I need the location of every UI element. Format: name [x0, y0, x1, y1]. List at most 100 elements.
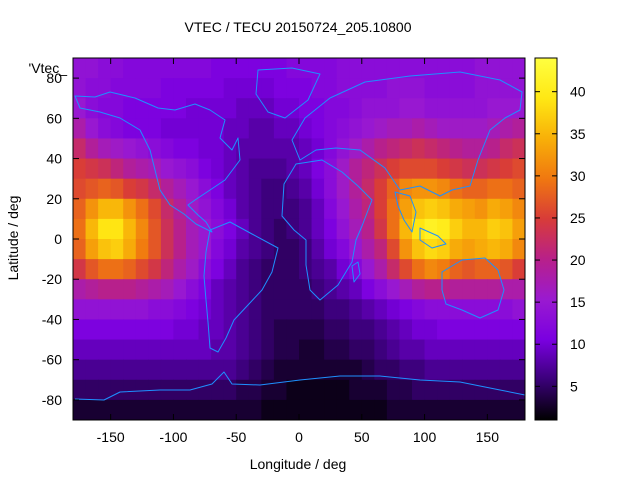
heatmap-cell	[223, 58, 237, 79]
heatmap-cell	[73, 399, 87, 420]
heatmap-cell	[223, 198, 237, 220]
heatmap-cell	[324, 319, 338, 341]
x-tick-label: 50	[354, 429, 370, 445]
heatmap-cell	[135, 138, 149, 160]
heatmap-cell	[299, 78, 313, 99]
heatmap-cell	[449, 158, 463, 180]
heatmap-cell	[386, 259, 401, 280]
colorbar-tick-label: 10	[570, 336, 586, 352]
heatmap-cell	[123, 259, 137, 280]
heatmap-cell	[424, 299, 438, 321]
heatmap-cell	[437, 239, 451, 260]
heatmap-cell	[462, 218, 476, 240]
heatmap-cell	[273, 239, 288, 260]
heatmap-cell	[349, 98, 363, 119]
heatmap-cell	[499, 239, 514, 260]
heatmap-cell	[98, 158, 112, 180]
heatmap-cell	[211, 239, 225, 260]
heatmap-cell	[412, 138, 426, 160]
heatmap-cell	[148, 359, 162, 381]
heatmap-cell	[374, 379, 388, 401]
heatmap-cell	[123, 299, 137, 321]
heatmap-cell	[73, 98, 87, 119]
heatmap-cell	[110, 58, 124, 79]
heatmap-cell	[173, 218, 187, 240]
heatmap-cell	[211, 299, 225, 321]
heatmap-cell	[85, 339, 99, 361]
heatmap-cell	[437, 299, 451, 321]
heatmap-cell	[349, 178, 363, 200]
heatmap-cell	[98, 218, 112, 240]
heatmap-cell	[324, 379, 338, 401]
heatmap-cell	[386, 399, 401, 420]
heatmap-cell	[98, 239, 112, 260]
heatmap-cell	[336, 158, 350, 180]
heatmap-cell	[449, 399, 463, 420]
heatmap-cell	[512, 138, 525, 160]
heatmap-cell	[211, 178, 225, 200]
heatmap-cell	[324, 198, 338, 220]
heatmap-cell	[248, 299, 262, 321]
heatmap-cell	[110, 78, 124, 99]
heatmap-cell	[186, 239, 200, 260]
heatmap-cell	[374, 218, 388, 240]
heatmap-cell	[273, 379, 288, 401]
heatmap-cell	[474, 239, 488, 260]
heatmap-cell	[236, 279, 250, 300]
heatmap-cell	[73, 379, 87, 401]
heatmap-cell	[386, 359, 401, 381]
heatmap-cell	[85, 359, 99, 381]
heatmap-cell	[512, 359, 525, 381]
heatmap-cell	[437, 178, 451, 200]
heatmap-cell	[135, 218, 149, 240]
heatmap-cell	[512, 98, 525, 119]
heatmap-cell	[135, 118, 149, 140]
heatmap-cell	[311, 239, 325, 260]
heatmap-cell	[449, 359, 463, 381]
heatmap-cell	[198, 299, 212, 321]
heatmap-cell	[123, 58, 137, 79]
heatmap-cell	[211, 359, 225, 381]
heatmap-cell	[98, 198, 112, 220]
heatmap-cell	[173, 198, 187, 220]
heatmap-cell	[487, 279, 501, 300]
heatmap-cell	[286, 78, 300, 99]
heatmap-cell	[135, 178, 149, 200]
heatmap-cell	[148, 339, 162, 361]
heatmap-cell	[186, 339, 200, 361]
heatmap-cell	[374, 319, 388, 341]
heatmap-cell	[148, 239, 162, 260]
heatmap-cell	[437, 359, 451, 381]
heatmap-cell	[399, 339, 413, 361]
heatmap-cell	[148, 138, 162, 160]
heatmap-cell	[412, 259, 426, 280]
heatmap-cell	[437, 279, 451, 300]
heatmap-cell	[474, 259, 488, 280]
heatmap-cell	[173, 399, 187, 420]
heatmap-cell	[361, 319, 375, 341]
heatmap-cell	[349, 259, 363, 280]
heatmap-cell	[223, 118, 237, 140]
heatmap-cell	[462, 138, 476, 160]
heatmap-cell	[98, 78, 112, 99]
heatmap-cell	[336, 58, 350, 79]
heatmap-cell	[211, 98, 225, 119]
heatmap-cell	[211, 279, 225, 300]
heatmap-cell	[85, 279, 99, 300]
heatmap-cell	[160, 319, 175, 341]
heatmap-cell	[135, 98, 149, 119]
heatmap-cell	[299, 218, 313, 240]
heatmap-cell	[324, 58, 338, 79]
heatmap-cell	[135, 399, 149, 420]
heatmap-cell	[424, 399, 438, 420]
heatmap-cell	[361, 78, 375, 99]
heatmap-cell	[311, 399, 325, 420]
heatmap-cell	[512, 279, 525, 300]
heatmap-cell	[487, 138, 501, 160]
heatmap-cell	[349, 279, 363, 300]
heatmap-cell	[85, 399, 99, 420]
heatmap-cell	[499, 178, 514, 200]
heatmap-cell	[424, 118, 438, 140]
colorbar-tick-label: 15	[570, 294, 586, 310]
heatmap-cell	[449, 379, 463, 401]
